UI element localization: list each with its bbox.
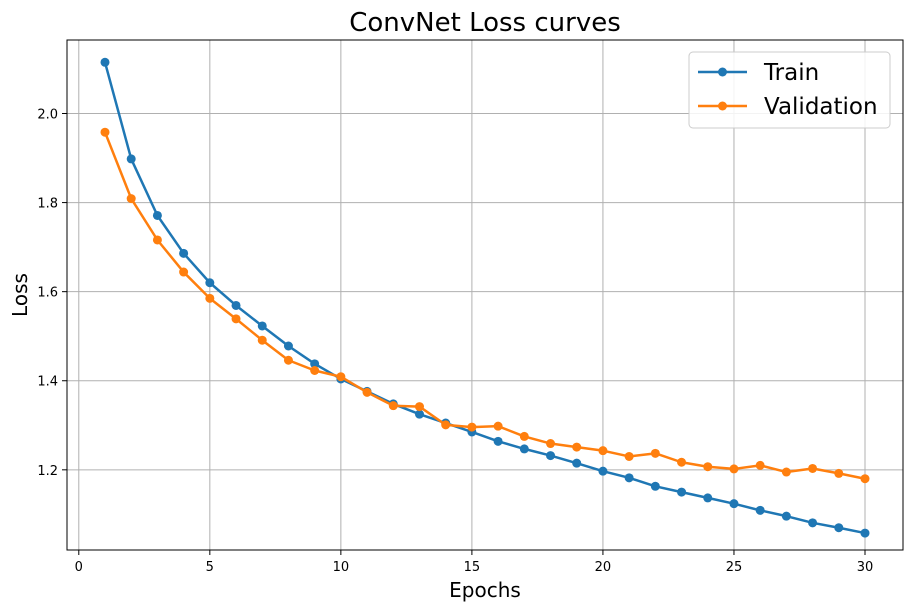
train-point (781, 511, 791, 521)
legend-validation-label: Validation (764, 94, 878, 120)
validation-point (283, 355, 293, 365)
validation-point (572, 442, 582, 452)
validation-point (493, 421, 503, 431)
train-point (205, 278, 215, 288)
validation-point (257, 335, 267, 345)
validation-point (100, 127, 110, 137)
y-tick-label: 2.0 (37, 107, 58, 122)
validation-point (860, 474, 870, 484)
train-point (729, 499, 739, 509)
validation-point (310, 365, 320, 375)
legend-train-label: Train (763, 60, 819, 86)
legend-train-marker (718, 67, 727, 77)
validation-point (179, 267, 189, 277)
legend: Train Validation (688, 51, 891, 129)
validation-point (546, 439, 556, 449)
validation-line (103, 131, 866, 480)
x-tick-label: 10 (333, 560, 350, 575)
validation-point (388, 401, 398, 411)
x-tick-label: 25 (726, 560, 743, 575)
x-axis-label: Epochs (449, 578, 521, 602)
x-tick-label: 30 (857, 560, 874, 575)
x-tick-label: 15 (464, 560, 481, 575)
validation-point (152, 235, 162, 245)
train-point (598, 466, 608, 476)
plot-frame (66, 39, 904, 551)
validation-point (729, 464, 739, 474)
x-axis: 0 5 10 15 20 25 30 (75, 550, 874, 575)
train-point (755, 505, 765, 515)
train-line (103, 61, 866, 535)
y-tick-label: 1.4 (37, 375, 58, 390)
validation-point (231, 314, 241, 324)
validation-point (126, 194, 136, 204)
validation-point (755, 460, 765, 470)
train-point (860, 528, 870, 538)
y-tick-label: 1.8 (37, 197, 58, 212)
train-point (100, 57, 110, 67)
train-point (493, 436, 503, 446)
validation-point (677, 457, 687, 467)
y-axis-label: Loss (8, 273, 32, 317)
train-point (152, 210, 162, 220)
validation-point (781, 467, 791, 477)
validation-point (598, 446, 608, 456)
validation-point (834, 468, 844, 478)
train-point (310, 359, 320, 369)
train-point (624, 473, 634, 483)
train-point (414, 409, 424, 419)
train-point (834, 523, 844, 533)
chart-title: ConvNet Loss curves (349, 8, 621, 38)
train-point (283, 341, 293, 351)
train-point (546, 451, 556, 461)
validation-point (205, 293, 215, 303)
x-tick-label: 5 (206, 560, 214, 575)
train-point (677, 487, 687, 497)
validation-point (362, 387, 372, 397)
y-tick-label: 1.2 (37, 464, 58, 479)
validation-point (519, 431, 529, 441)
x-tick-label: 0 (75, 560, 83, 575)
train-point (519, 444, 529, 454)
train-point (572, 458, 582, 468)
validation-point (414, 402, 424, 412)
train-point (257, 321, 267, 331)
validation-point (441, 420, 451, 430)
validation-point (467, 422, 477, 432)
legend-validation-marker (718, 101, 727, 111)
train-point (179, 248, 189, 258)
train-point (231, 300, 241, 310)
train-point (703, 493, 713, 503)
y-axis: 1.2 1.4 1.6 1.8 2.0 (37, 107, 67, 479)
validation-point (336, 372, 346, 382)
validation-point (624, 451, 634, 461)
train-series (100, 57, 870, 538)
y-tick-label: 1.6 (37, 286, 58, 301)
validation-point (808, 463, 818, 473)
train-point (650, 481, 660, 491)
validation-series (100, 127, 870, 484)
plot-area (100, 57, 870, 538)
train-point (808, 518, 818, 528)
validation-point (703, 462, 713, 472)
x-tick-label: 20 (595, 560, 612, 575)
validation-point (650, 448, 660, 458)
train-point (126, 154, 136, 164)
